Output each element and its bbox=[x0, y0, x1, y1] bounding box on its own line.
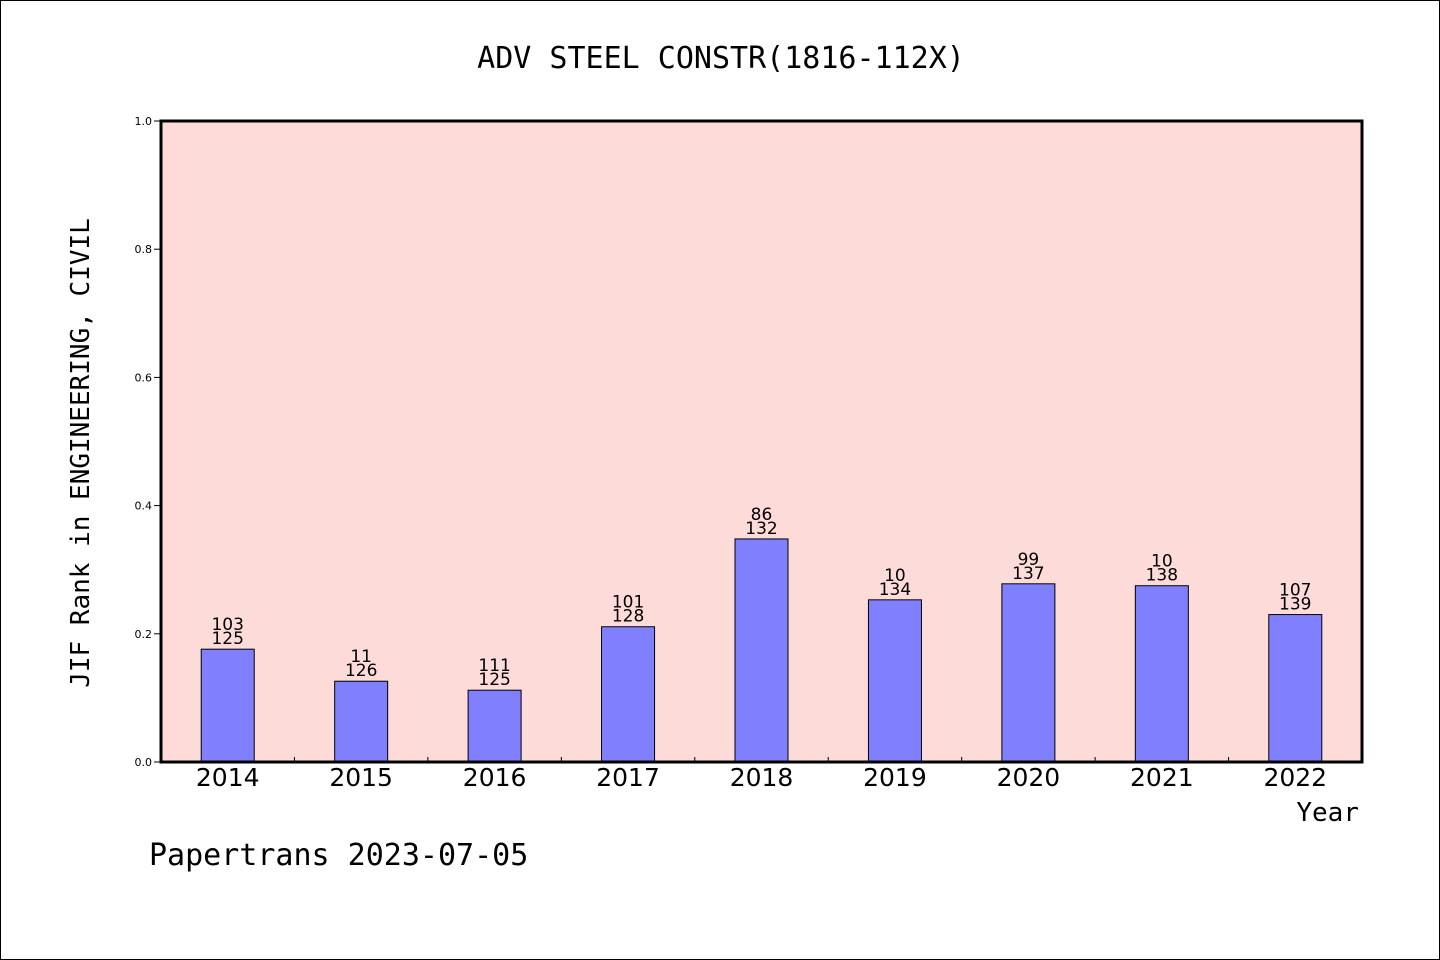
x-tick-label: 2022 bbox=[1263, 763, 1327, 792]
y-tick-label: 1.0 bbox=[135, 115, 153, 128]
y-axis: 0.0 0.2 0.4 0.6 0.8 1.0 bbox=[135, 115, 161, 769]
bar-label-top: 101 bbox=[612, 593, 644, 613]
bar-label-bottom: 134 bbox=[879, 580, 911, 600]
x-tick-label: 2019 bbox=[863, 763, 927, 792]
y-tick-label: 0.2 bbox=[135, 628, 153, 641]
bar-label-bottom: 132 bbox=[745, 519, 777, 539]
bar-label-top: 99 bbox=[1018, 550, 1040, 570]
bar-2022 bbox=[1268, 614, 1323, 763]
x-tick-label: 2018 bbox=[730, 763, 794, 792]
y-axis-label: JIF Rank in ENGINEERING, CIVIL bbox=[66, 218, 96, 688]
bar-2020 bbox=[1001, 583, 1056, 763]
bar-label-top: 10 bbox=[1151, 552, 1173, 572]
bar-label-top: 103 bbox=[211, 615, 243, 635]
y-tick-label: 0.4 bbox=[135, 500, 153, 513]
x-tick-label: 2017 bbox=[596, 763, 660, 792]
bar-2018 bbox=[734, 538, 789, 763]
bar-label-top: 11 bbox=[350, 647, 372, 667]
bar-2015 bbox=[334, 680, 389, 763]
x-axis-label: Year bbox=[1296, 798, 1359, 828]
footer-source: Papertrans 2023-07-05 bbox=[149, 838, 528, 873]
y-tick-label: 0.6 bbox=[135, 371, 153, 384]
bar-series bbox=[200, 538, 1323, 763]
bar-label-bottom: 128 bbox=[612, 607, 644, 627]
bar-label-top: 111 bbox=[478, 656, 510, 676]
x-tick-label: 2021 bbox=[1130, 763, 1194, 792]
plot-border bbox=[159, 119, 1364, 764]
bar-label-bottom: 126 bbox=[345, 661, 377, 681]
bar-label-top: 10 bbox=[884, 566, 906, 586]
x-axis: 2014 2015 2016 2017 2018 2019 2020 2021 2022 bbox=[196, 757, 1327, 792]
x-tick-label: 2014 bbox=[196, 763, 260, 792]
bar-2019 bbox=[867, 599, 922, 763]
y-tick-label: 0.8 bbox=[135, 243, 153, 256]
bar-label-top: 86 bbox=[751, 505, 773, 525]
x-tick-label: 2015 bbox=[329, 763, 393, 792]
bar-2017 bbox=[601, 626, 656, 763]
bar-label-bottom: 125 bbox=[478, 670, 510, 690]
bar-label-top: 107 bbox=[1279, 581, 1311, 601]
bar-label-bottom: 138 bbox=[1146, 566, 1178, 586]
bar-2014 bbox=[200, 648, 255, 763]
x-tick-label: 2016 bbox=[463, 763, 527, 792]
bar-2021 bbox=[1134, 585, 1189, 763]
x-tick-label: 2020 bbox=[997, 763, 1061, 792]
chart-title: ADV STEEL CONSTR(1816-112X) bbox=[477, 41, 965, 76]
bar-label-bottom: 139 bbox=[1279, 595, 1311, 615]
bar-label-bottom: 137 bbox=[1012, 564, 1044, 584]
y-tick-label: 0.0 bbox=[135, 756, 153, 769]
bar-2016 bbox=[467, 689, 522, 763]
bar-label-bottom: 125 bbox=[211, 629, 243, 649]
